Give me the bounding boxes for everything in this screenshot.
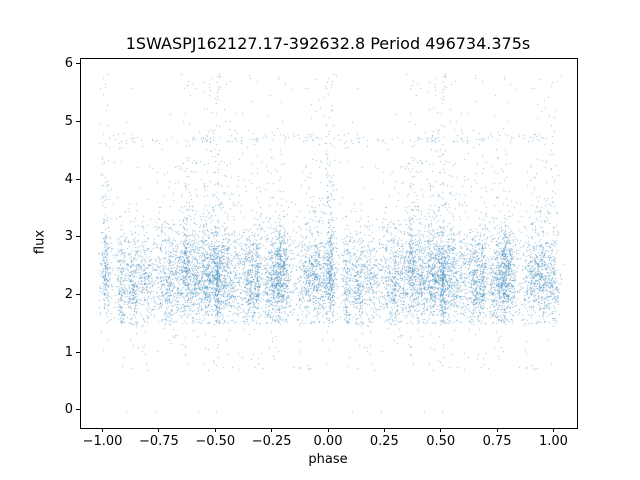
- x-tick-mark: [327, 428, 329, 432]
- x-tick-label: 0.75: [482, 434, 512, 449]
- x-tick-label: 0.00: [313, 434, 343, 449]
- x-tick-mark: [552, 428, 554, 432]
- x-tick-label: −1.00: [82, 434, 123, 449]
- x-axis-label: phase: [308, 452, 348, 467]
- x-tick-mark: [271, 428, 273, 432]
- y-tick-label: 3: [64, 229, 73, 245]
- y-tick-label: 5: [64, 113, 73, 129]
- plot-area: [80, 58, 578, 429]
- x-tick-mark: [440, 428, 442, 432]
- y-tick-label: 4: [64, 171, 73, 187]
- x-tick-mark: [496, 428, 498, 432]
- x-tick-label: 0.50: [426, 434, 456, 449]
- y-tick-mark: [76, 351, 80, 353]
- x-tick-mark: [383, 428, 385, 432]
- chart-title: 1SWASPJ162127.17-392632.8 Period 496734.…: [125, 34, 531, 53]
- y-tick-mark: [76, 409, 80, 411]
- x-tick-mark: [102, 428, 104, 432]
- y-tick-mark: [76, 236, 80, 238]
- y-tick-label: 6: [64, 56, 73, 72]
- x-tick-label: −0.50: [195, 434, 236, 449]
- y-tick-label: 2: [64, 286, 73, 302]
- x-tick-label: −0.75: [138, 434, 179, 449]
- x-tick-label: −0.25: [251, 434, 292, 449]
- scatter-points-canvas: [81, 59, 577, 428]
- x-tick-label: 1.00: [538, 434, 568, 449]
- x-tick-mark: [158, 428, 160, 432]
- y-tick-mark: [76, 120, 80, 122]
- y-tick-mark: [76, 63, 80, 65]
- y-tick-mark: [76, 293, 80, 295]
- x-tick-mark: [214, 428, 216, 432]
- x-tick-label: 0.25: [369, 434, 399, 449]
- y-tick-label: 0: [64, 402, 73, 418]
- y-tick-label: 1: [64, 344, 73, 360]
- y-tick-mark: [76, 178, 80, 180]
